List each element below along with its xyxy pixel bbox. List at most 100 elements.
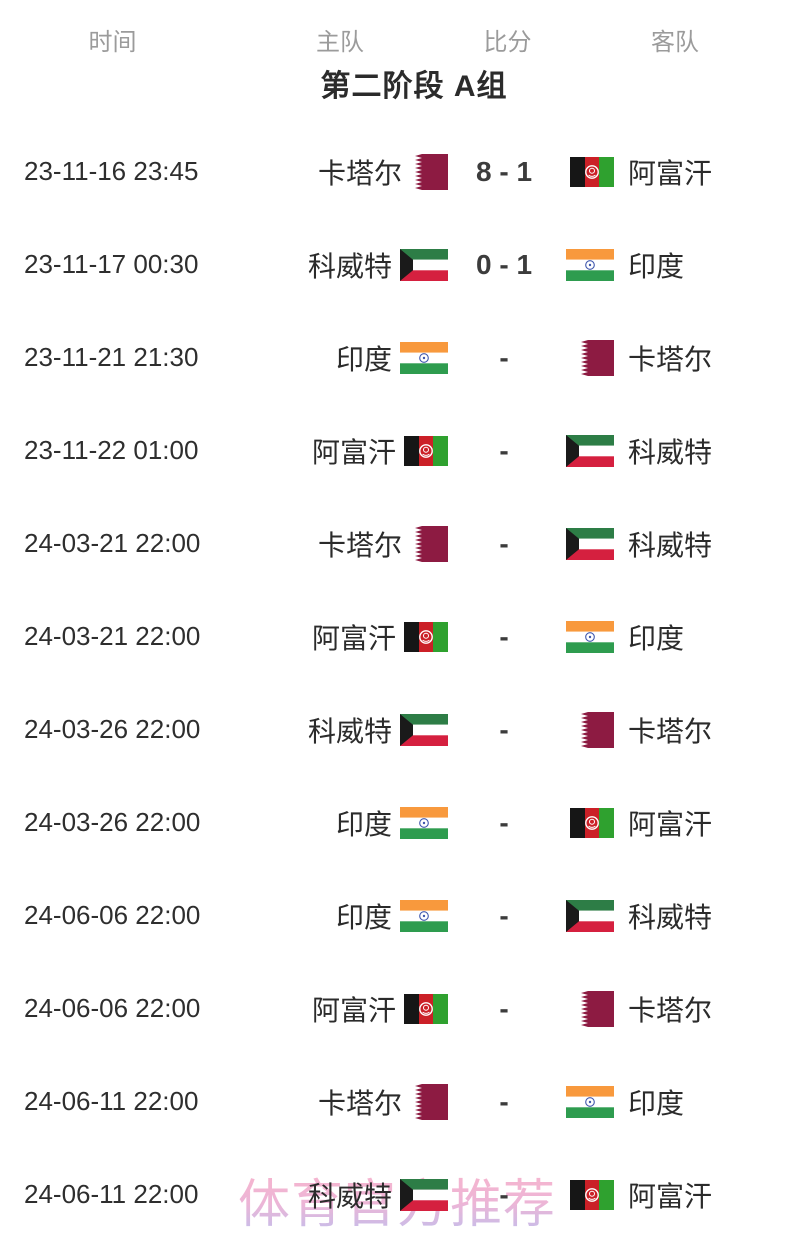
- home-team-cell: 卡塔尔: [280, 152, 448, 192]
- home-team-cell: 阿富汗: [280, 617, 448, 657]
- home-team-cell: 阿富汗: [280, 431, 448, 471]
- match-row[interactable]: 24-06-06 22:00 阿富汗 - 卡塔尔: [0, 962, 800, 1055]
- watermark: 体育官方推荐: [238, 1162, 556, 1233]
- away-team-name: 卡塔尔: [628, 343, 713, 375]
- match-list: 23-11-16 23:45 卡塔尔 8 - 1 阿富汗 23-11-17 00…: [0, 125, 800, 1233]
- match-score: -: [499, 341, 509, 373]
- away-team-cell: 阿富汗: [560, 803, 800, 843]
- match-time: 24-06-06 22:00: [24, 993, 201, 1023]
- afghanistan-flag-icon: [404, 435, 448, 466]
- match-row[interactable]: 24-06-11 22:00 科威特 - 阿富汗: [0, 1148, 800, 1233]
- home-team-name: 科威特: [307, 1180, 392, 1212]
- away-team-name: 科威特: [628, 901, 713, 933]
- away-flag-slot: [566, 1179, 614, 1210]
- match-score: -: [499, 899, 509, 931]
- column-header-home: 主队: [316, 28, 364, 56]
- away-flag-slot: [566, 620, 614, 653]
- match-row[interactable]: 23-11-17 00:30 科威特 0 - 1 印度: [0, 218, 800, 311]
- away-team-cell: 印度: [560, 617, 800, 657]
- india-flag-icon: [400, 341, 448, 374]
- qatar-flag-icon: [576, 339, 614, 376]
- kuwait-flag-icon: [400, 1178, 448, 1211]
- away-team-name: 科威特: [628, 436, 713, 468]
- afghanistan-flag-icon: [570, 156, 614, 187]
- stage-title: 第二阶段 A组: [320, 70, 508, 103]
- home-team-name: 卡塔尔: [317, 157, 402, 189]
- india-flag-icon: [566, 620, 614, 653]
- afghanistan-flag-icon: [404, 621, 448, 652]
- match-time: 24-06-06 22:00: [24, 900, 201, 930]
- home-team-cell: 科威特: [280, 710, 448, 750]
- home-team-name: 阿富汗: [311, 622, 396, 654]
- match-time: 23-11-21 21:30: [24, 342, 199, 372]
- table-header: 时间 主队 比分 客队: [0, 0, 800, 64]
- home-team-cell: 阿富汗: [280, 989, 448, 1029]
- match-score: -: [499, 806, 509, 838]
- home-team-name: 印度: [335, 808, 392, 840]
- away-flag-slot: [566, 156, 614, 187]
- afghanistan-flag-icon: [570, 1179, 614, 1210]
- away-team-cell: 卡塔尔: [560, 989, 800, 1029]
- home-team-cell: 印度: [280, 803, 448, 843]
- home-team-name: 卡塔尔: [317, 529, 402, 561]
- home-team-name: 科威特: [307, 715, 392, 747]
- away-team-cell: 阿富汗: [560, 1175, 800, 1215]
- column-header-score: 比分: [483, 28, 532, 56]
- match-row[interactable]: 24-03-26 22:00 科威特 - 卡塔尔: [0, 683, 800, 776]
- home-team-cell: 科威特: [280, 245, 448, 285]
- home-team-name: 卡塔尔: [317, 1087, 402, 1119]
- kuwait-flag-icon: [566, 434, 614, 467]
- india-flag-icon: [400, 899, 448, 932]
- match-score: -: [499, 992, 509, 1024]
- home-team-cell: 科威特: [280, 1175, 448, 1215]
- away-team-cell: 印度: [560, 245, 800, 285]
- away-flag-slot: [566, 248, 614, 281]
- match-row[interactable]: 24-03-21 22:00 卡塔尔 - 科威特: [0, 497, 800, 590]
- away-team-cell: 科威特: [560, 524, 800, 564]
- qatar-flag-icon: [410, 1083, 448, 1120]
- match-row[interactable]: 23-11-16 23:45 卡塔尔 8 - 1 阿富汗: [0, 125, 800, 218]
- away-flag-slot: [566, 434, 614, 467]
- away-flag-slot: [566, 807, 614, 838]
- away-team-name: 阿富汗: [628, 1180, 713, 1212]
- away-team-cell: 科威特: [560, 896, 800, 936]
- match-row[interactable]: 24-03-21 22:00 阿富汗 - 印度: [0, 590, 800, 683]
- away-team-name: 科威特: [628, 529, 713, 561]
- kuwait-flag-icon: [400, 713, 448, 746]
- match-time: 24-06-11 22:00: [24, 1179, 199, 1209]
- match-row[interactable]: 24-03-26 22:00 印度 - 阿富汗: [0, 776, 800, 869]
- match-time: 23-11-22 01:00: [24, 435, 199, 465]
- qatar-flag-icon: [576, 990, 614, 1027]
- match-time: 24-03-26 22:00: [24, 807, 201, 837]
- afghanistan-flag-icon: [404, 993, 448, 1024]
- away-team-name: 阿富汗: [628, 808, 713, 840]
- match-score: -: [499, 1085, 509, 1117]
- india-flag-icon: [400, 806, 448, 839]
- match-score: 8 - 1: [475, 155, 533, 187]
- qatar-flag-icon: [410, 153, 448, 190]
- match-row[interactable]: 23-11-22 01:00 阿富汗 - 科威特: [0, 404, 800, 497]
- away-flag-slot: [566, 899, 614, 932]
- match-row[interactable]: 24-06-06 22:00 印度 - 科威特: [0, 869, 800, 962]
- match-row[interactable]: 24-06-11 22:00 卡塔尔 - 印度: [0, 1055, 800, 1148]
- away-flag-slot: [566, 527, 614, 560]
- india-flag-icon: [566, 1085, 614, 1118]
- away-team-cell: 印度: [560, 1082, 800, 1122]
- afghanistan-flag-icon: [570, 807, 614, 838]
- home-team-name: 科威特: [307, 250, 392, 282]
- qatar-flag-icon: [576, 711, 614, 748]
- home-team-name: 阿富汗: [311, 994, 396, 1026]
- away-team-name: 印度: [628, 622, 685, 654]
- away-team-cell: 科威特: [560, 431, 800, 471]
- match-time: 24-06-11 22:00: [24, 1086, 199, 1116]
- home-team-name: 印度: [335, 343, 392, 375]
- india-flag-icon: [566, 248, 614, 281]
- away-team-cell: 阿富汗: [560, 152, 800, 192]
- column-header-time: 时间: [88, 28, 137, 56]
- home-team-name: 阿富汗: [311, 436, 396, 468]
- match-time: 23-11-17 00:30: [24, 249, 199, 279]
- away-team-name: 卡塔尔: [628, 994, 713, 1026]
- kuwait-flag-icon: [400, 248, 448, 281]
- match-score: -: [499, 713, 509, 745]
- match-row[interactable]: 23-11-21 21:30 印度 - 卡塔尔: [0, 311, 800, 404]
